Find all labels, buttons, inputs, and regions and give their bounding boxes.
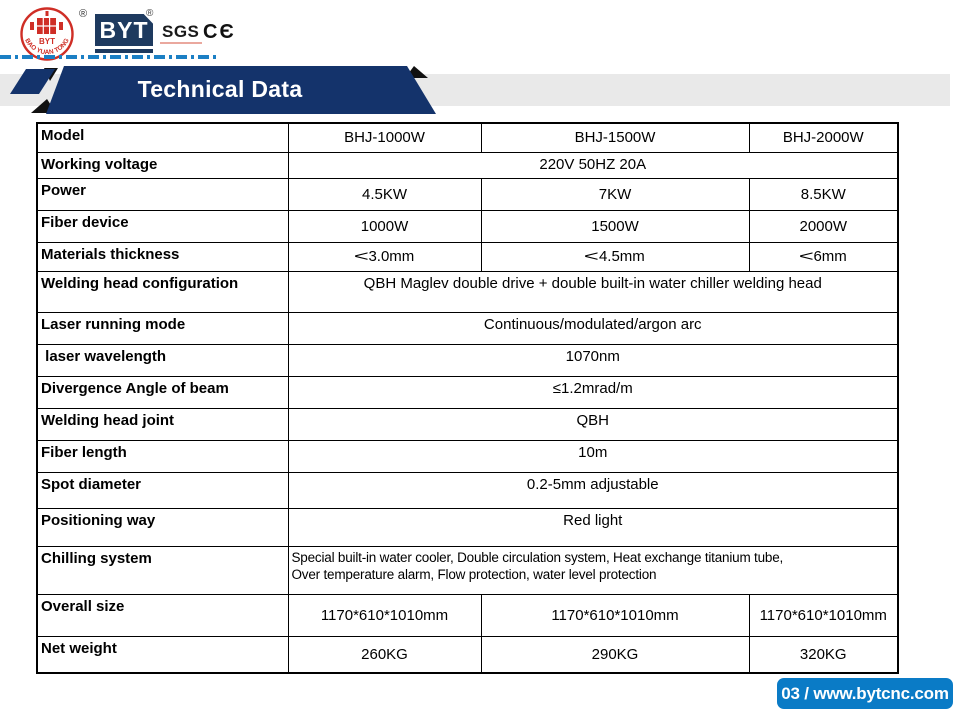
technical-data-banner <box>0 66 950 114</box>
company-seal-logo: BYT BAO YUAN TONG <box>20 7 74 61</box>
table-row: Materials thickness <3.0mm <4.5mm <6mm <box>36 241 899 272</box>
spec-value: Special built-in water cooler, Double ci… <box>287 545 899 595</box>
table-row: Positioning way Red light <box>36 507 899 547</box>
spec-label: Model <box>36 122 289 153</box>
table-row: Welding head joint QBH <box>36 407 899 441</box>
spec-label: Working voltage <box>36 151 289 179</box>
sgs-underline <box>160 42 202 44</box>
dashed-divider-line <box>0 55 219 59</box>
spec-value: 7KW <box>480 177 750 211</box>
spec-label: Power <box>36 177 289 211</box>
footer-page-url-badge: 03 / www.bytcnc.com <box>777 678 953 709</box>
table-row: Power 4.5KW 7KW 8.5KW <box>36 177 899 211</box>
spec-label: Welding head configuration <box>36 270 289 313</box>
spec-label: Spot diameter <box>36 471 289 509</box>
spec-value: 260KG <box>287 635 482 674</box>
spec-value: 1000W <box>287 209 482 243</box>
spec-label: Chilling system <box>36 545 289 595</box>
spec-value: 220V 50HZ 20A <box>287 151 899 179</box>
spec-label: Welding head joint <box>36 407 289 441</box>
spec-table-body: Model BHJ-1000W BHJ-1500W BHJ-2000W Working … <box>36 122 899 674</box>
spec-label: Divergence Angle of beam <box>36 375 289 409</box>
table-row: Laser running mode Continuous/modulated/a… <box>36 311 899 345</box>
table-row: Welding head configuration QBH Maglev dou… <box>36 270 899 313</box>
table-row: Fiber length 10m <box>36 439 899 473</box>
spec-value: 4.5KW <box>287 177 482 211</box>
spec-label: Positioning way <box>36 507 289 547</box>
spec-label: Fiber length <box>36 439 289 473</box>
spec-value: 0.2-5mm adjustable <box>287 471 899 509</box>
spec-value: 1170*610*1010mm <box>480 593 750 637</box>
seal-circle <box>20 7 74 61</box>
spec-value: BHJ-2000W <box>748 122 899 153</box>
byt-registered-mark: ® <box>146 8 154 19</box>
spec-value: 1070nm <box>287 343 899 377</box>
spec-value: <4.5mm <box>480 241 750 272</box>
table-row: Spot diameter 0.2-5mm adjustable <box>36 471 899 509</box>
technical-data-table: Model BHJ-1000W BHJ-1500W BHJ-2000W Working … <box>36 122 899 674</box>
table-row: Working voltage 220V 50HZ 20A <box>36 151 899 179</box>
sgs-certification-label: SGS <box>162 22 200 41</box>
spec-label: Laser running mode <box>36 311 289 345</box>
less-than-sign: < <box>584 248 600 265</box>
spec-value: Red light <box>287 507 899 547</box>
banner-ribbon <box>46 66 436 114</box>
spec-value: 1500W <box>480 209 750 243</box>
spec-value: 2000W <box>748 209 899 243</box>
spec-value: 8.5KW <box>748 177 899 211</box>
byt-logo: BYT <box>95 14 153 46</box>
table-row: Divergence Angle of beam ≤1.2mrad/m <box>36 375 899 409</box>
spec-value: BHJ-1000W <box>287 122 482 153</box>
spec-value: QBH Maglev double drive + double built-i… <box>287 270 899 313</box>
spec-value: 10m <box>287 439 899 473</box>
spec-value: <3.0mm <box>287 241 482 272</box>
spec-value: 1170*610*1010mm <box>287 593 482 637</box>
page-title: Technical Data <box>137 75 303 102</box>
table-row: laser wavelength 1070nm <box>36 343 899 377</box>
spec-value: <6mm <box>748 241 899 272</box>
spec-value: 290KG <box>480 635 750 674</box>
spec-value: BHJ-1500W <box>480 122 750 153</box>
spec-value: 1170*610*1010mm <box>748 593 899 637</box>
less-than-sign: < <box>798 248 814 265</box>
spec-label: Net weight <box>36 635 289 674</box>
spec-value: QBH <box>287 407 899 441</box>
byt-logo-underline <box>95 49 153 53</box>
table-row: Chilling system Special built-in water co… <box>36 545 899 595</box>
table-row: Model BHJ-1000W BHJ-1500W BHJ-2000W <box>36 122 899 153</box>
ce-mark: CЄ <box>203 21 236 43</box>
less-than-sign: < <box>353 248 369 265</box>
table-row: Overall size 1170*610*1010mm 1170*610*1010… <box>36 593 899 637</box>
seal-registered-mark: ® <box>79 8 88 20</box>
banner-flag <box>10 69 55 94</box>
seal-byt-text: BYT <box>39 37 55 46</box>
spec-label: Fiber device <box>36 209 289 243</box>
byt-logo-text: BYT <box>99 16 149 43</box>
spec-value: Continuous/modulated/argon arc <box>287 311 899 345</box>
spec-label: laser wavelength <box>36 343 289 377</box>
spec-value: ≤1.2mrad/m <box>287 375 899 409</box>
spec-value: 320KG <box>748 635 899 674</box>
spec-label: Materials thickness <box>36 241 289 272</box>
table-row: Net weight 260KG 290KG 320KG <box>36 635 899 674</box>
spec-label: Overall size <box>36 593 289 637</box>
table-row: Fiber device 1000W 1500W 2000W <box>36 209 899 243</box>
